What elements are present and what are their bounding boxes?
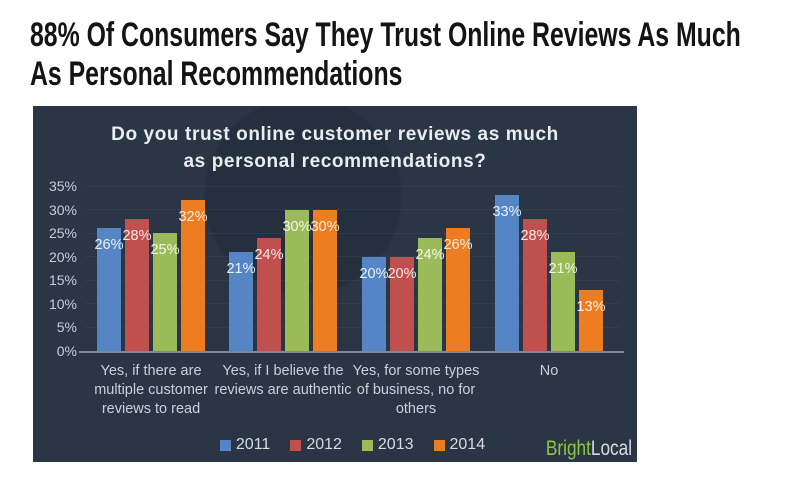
ytick-5%: 5%	[56, 319, 77, 336]
bar-value-label: 33%	[492, 204, 522, 221]
bar-value-label: 21%	[548, 261, 578, 277]
category-label-4: No	[464, 362, 634, 381]
legend-swatch-2011	[219, 439, 231, 451]
category-label-line: reviews are authentic	[214, 382, 352, 398]
chart-title: Do you trust online customer reviews as …	[33, 121, 637, 175]
bar-value-label: 24%	[254, 246, 284, 263]
bar-2012-cat2: 24%	[254, 237, 284, 351]
chart-title-line2: as personal recommendations?	[183, 151, 487, 172]
category-label-2: Yes, if I believe the reviews are authent…	[198, 362, 368, 400]
bar-2012-cat3: 20%	[387, 256, 417, 351]
legend: 2011 2012 2013 2014	[85, 436, 620, 454]
ytick-15%: 15%	[48, 272, 77, 289]
category-label-line: Yes, for some types	[352, 363, 480, 379]
category-label-1: Yes, if there are multiple customer review…	[66, 362, 236, 419]
bar-value-label: 13%	[576, 298, 606, 315]
bar-value-label: 28%	[520, 228, 550, 244]
legend-label-2013: 2013	[377, 436, 414, 453]
bar-value-label: 20%	[359, 265, 389, 282]
legend-swatch-2013	[361, 439, 373, 451]
bar-value-label: 20%	[387, 265, 417, 282]
bar-value-label: 26%	[94, 237, 124, 254]
bar-value-label: 30%	[282, 218, 312, 235]
bar-group-4: 33% 28% 21% 13%	[492, 181, 606, 351]
bar-2011-cat3: 20%	[359, 256, 389, 351]
bar-2014-cat4: 13%	[576, 289, 606, 351]
ytick-35%: 35%	[48, 178, 77, 194]
bar-value-label: 28%	[122, 228, 152, 244]
bar-value-label: 32%	[178, 209, 208, 226]
bar-2012-cat1: 28%	[122, 219, 152, 351]
gridline-20%	[85, 256, 620, 258]
bar-2013-cat1: 25%	[150, 233, 180, 351]
category-label-line: of business, no for	[356, 382, 476, 398]
bar-2011-cat2: 21%	[226, 252, 256, 351]
gridline-10%	[85, 303, 620, 305]
chart-title-line1: Do you trust online customer reviews as …	[111, 124, 559, 145]
category-label-3: Yes, for some types of business, no for ot…	[331, 362, 501, 419]
brand-part1: Bright	[545, 437, 591, 460]
gridline-25%	[85, 232, 620, 234]
ytick-20%: 20%	[48, 248, 77, 265]
page-headline: 88% Of Consumers Say They Trust Online R…	[30, 16, 741, 93]
ytick-25%: 25%	[48, 225, 77, 242]
ytick-10%: 10%	[48, 295, 77, 312]
bar-2014-cat3: 26%	[443, 228, 473, 351]
bar-value-label: 26%	[443, 237, 473, 254]
bar-value-label: 25%	[150, 242, 180, 259]
bar-2014-cat2: 30%	[310, 209, 340, 351]
bar-2011-cat1: 26%	[94, 228, 124, 351]
brand-part2: Local	[590, 437, 632, 460]
category-label-line: Yes, if there are	[100, 363, 202, 379]
legend-item-2011: 2011	[219, 436, 271, 454]
category-label-line: No	[539, 363, 559, 379]
ytick-30%: 30%	[48, 201, 77, 218]
bar-2013-cat3: 24%	[415, 237, 445, 351]
legend-item-2013: 2013	[361, 436, 414, 454]
bar-value-label: 24%	[415, 246, 445, 263]
bar-value-label: 30%	[310, 218, 340, 235]
bar-chart: Do you trust online customer reviews as …	[33, 106, 637, 462]
brightlocal-logo: BrightLocal	[546, 437, 632, 461]
legend-swatch-2014	[433, 439, 445, 451]
ytick-0%: 0%	[56, 343, 77, 359]
category-label-line: reviews to read	[101, 401, 201, 417]
bar-group-1: 26% 28% 25% 32%	[94, 181, 208, 351]
category-label-line: Yes, if I believe the	[222, 363, 344, 379]
legend-label-2012: 2012	[306, 436, 342, 453]
legend-label-2011: 2011	[235, 436, 271, 453]
bar-2011-cat4: 33%	[492, 195, 522, 351]
legend-item-2014: 2014	[433, 436, 486, 454]
bar-2013-cat4: 21%	[548, 252, 578, 351]
bar-2014-cat1: 32%	[178, 200, 208, 351]
bar-2012-cat4: 28%	[520, 219, 550, 351]
bar-2013-cat2: 30%	[282, 209, 312, 351]
x-axis-line	[79, 351, 624, 353]
legend-swatch-2012	[290, 439, 302, 451]
category-label-line: multiple customer	[94, 382, 208, 398]
bar-group-2: 21% 24% 30% 30%	[226, 181, 340, 351]
gridline-5%	[85, 326, 620, 328]
legend-item-2012: 2012	[290, 436, 342, 454]
bar-group-3: 20% 20% 24% 26%	[359, 181, 473, 351]
gridline-35%	[85, 185, 620, 187]
gridline-30%	[85, 209, 620, 211]
legend-label-2014: 2014	[449, 436, 486, 453]
category-label-line: others	[395, 401, 437, 417]
gridline-15%	[85, 279, 620, 281]
bar-value-label: 21%	[226, 261, 256, 277]
